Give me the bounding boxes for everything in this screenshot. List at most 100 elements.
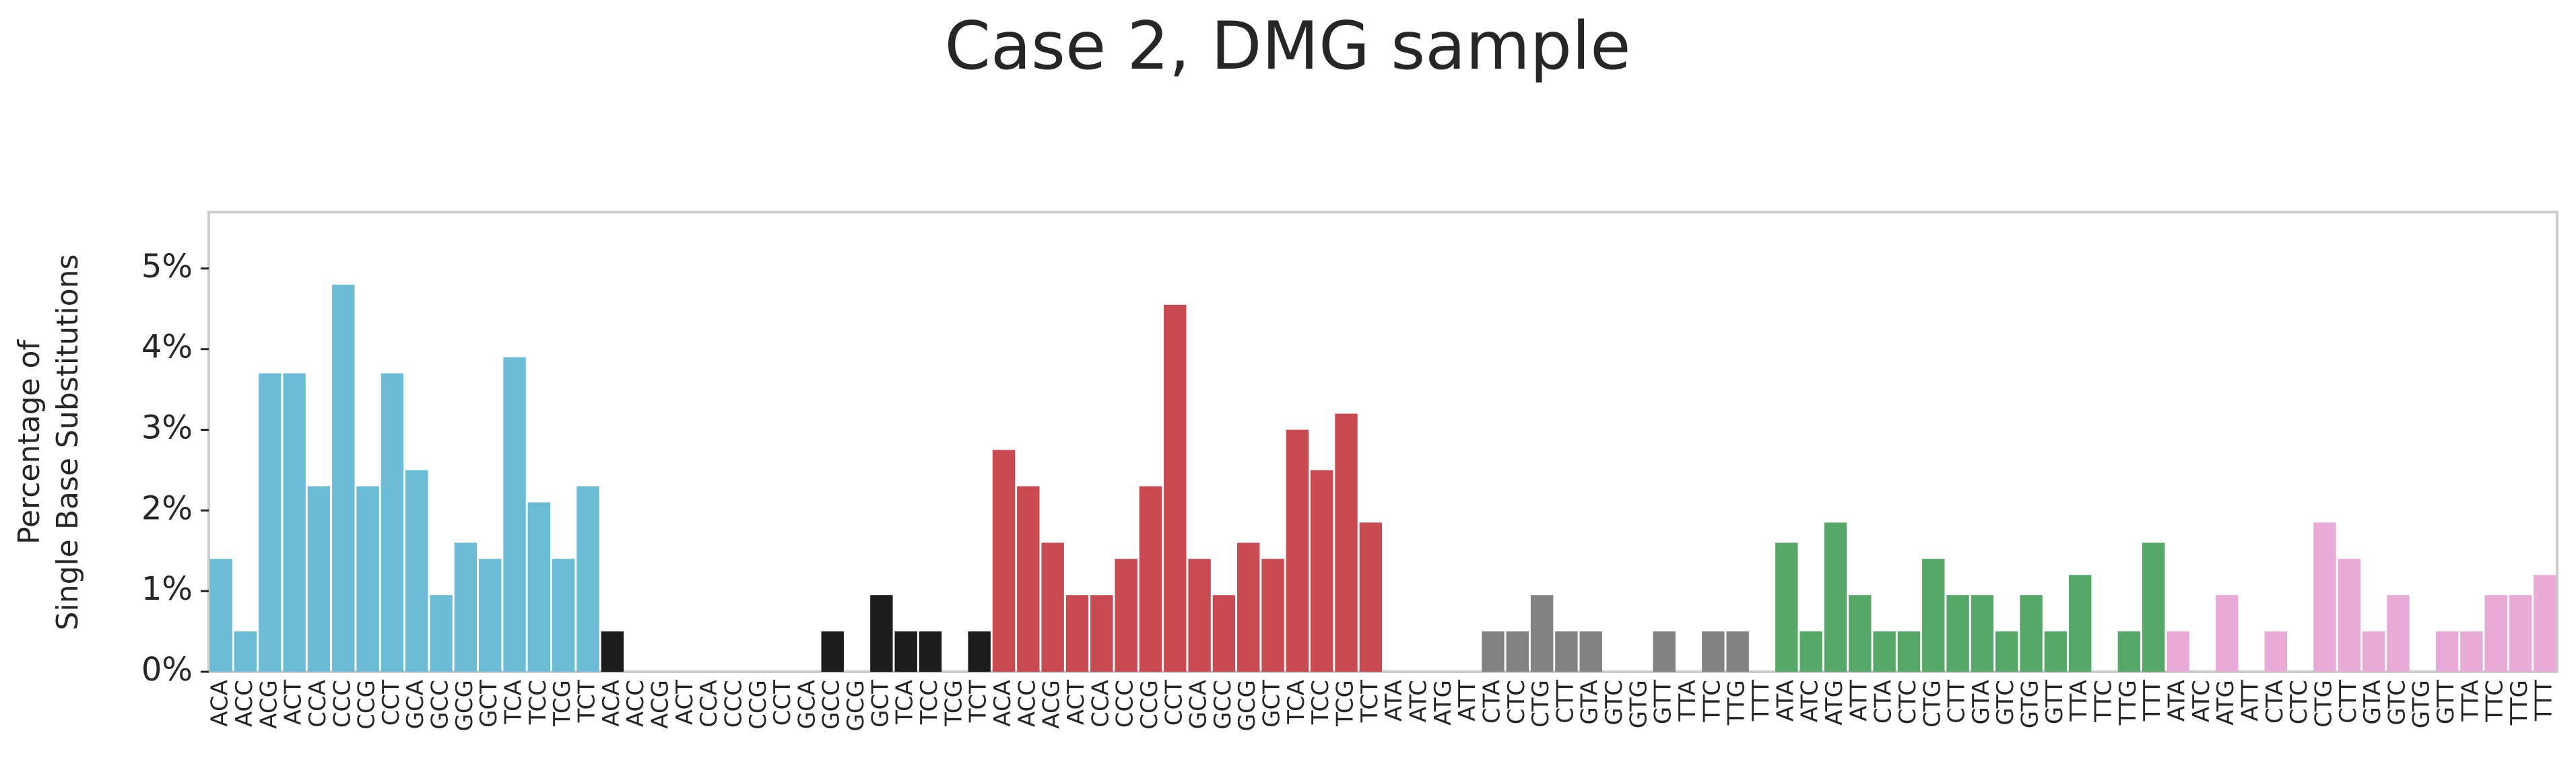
y-tick-label: 2% bbox=[141, 489, 193, 527]
x-tick-label: ACG bbox=[255, 680, 282, 729]
bar bbox=[1849, 595, 1872, 672]
x-tick-label: ATT bbox=[1454, 680, 1481, 722]
bar bbox=[1212, 595, 1236, 672]
bar bbox=[2509, 595, 2532, 672]
x-tick-label: CTG bbox=[1919, 680, 1946, 728]
bar bbox=[381, 373, 404, 672]
x-tick-label: GCC bbox=[818, 680, 845, 730]
bar bbox=[1824, 522, 1847, 672]
x-tick-label: ACT bbox=[1063, 680, 1090, 725]
bar bbox=[2313, 522, 2336, 672]
x-tick-label: CTT bbox=[1552, 680, 1579, 724]
x-tick-label: ATG bbox=[1821, 680, 1848, 726]
x-tick-label: ACA bbox=[598, 680, 625, 727]
x-tick-label: ACG bbox=[1038, 680, 1065, 729]
bar bbox=[430, 595, 453, 672]
x-tick-label: GTT bbox=[1650, 680, 1677, 724]
x-tick-label: CCA bbox=[1087, 680, 1114, 728]
y-axis-label: Percentage of bbox=[12, 339, 46, 545]
bar bbox=[1017, 486, 1040, 672]
x-tick-label: GCT bbox=[475, 680, 502, 728]
x-tick-label: TCA bbox=[500, 680, 527, 725]
bar bbox=[1971, 595, 1994, 672]
bar bbox=[992, 450, 1016, 672]
x-tick-label: CCT bbox=[769, 680, 796, 726]
bar bbox=[1237, 543, 1260, 672]
bar bbox=[1653, 631, 1676, 672]
bar bbox=[2020, 595, 2043, 672]
bar bbox=[2387, 595, 2410, 672]
x-tick-label: ACC bbox=[1014, 680, 1041, 727]
bar bbox=[1164, 304, 1187, 672]
x-tick-label: TTC bbox=[1698, 680, 1725, 723]
bar bbox=[2338, 559, 2360, 672]
bar bbox=[454, 543, 477, 672]
x-tick-label: TTA bbox=[1674, 680, 1701, 722]
y-tick-label: 5% bbox=[141, 248, 193, 285]
bar bbox=[1579, 631, 1602, 672]
x-tick-label: CCG bbox=[745, 680, 772, 730]
y-tick-label: 4% bbox=[141, 328, 193, 366]
x-tick-label: CTA bbox=[1870, 680, 1897, 724]
bar bbox=[1261, 559, 1284, 672]
x-tick-label: ATT bbox=[1845, 680, 1872, 722]
x-tick-label: GTA bbox=[1968, 680, 1995, 725]
x-tick-label: GCA bbox=[1185, 680, 1212, 729]
x-tick-label: CTT bbox=[1944, 680, 1971, 724]
x-tick-label: TCT bbox=[965, 680, 992, 724]
x-tick-label: TCA bbox=[892, 680, 919, 725]
bar bbox=[356, 486, 379, 672]
x-tick-label: GCC bbox=[427, 680, 454, 730]
bar bbox=[1359, 522, 1383, 672]
bar bbox=[1555, 631, 1578, 672]
x-tick-label: GCA bbox=[793, 680, 820, 729]
x-tick-label: CTT bbox=[2335, 680, 2362, 724]
bar bbox=[552, 559, 575, 672]
x-tick-label: ATG bbox=[1430, 680, 1457, 726]
x-tick-label: TTG bbox=[1723, 680, 1750, 726]
bar bbox=[2215, 595, 2239, 672]
bar bbox=[576, 486, 599, 672]
x-tick-label: GCG bbox=[843, 680, 869, 731]
x-tick-label: TCC bbox=[916, 680, 943, 725]
bar bbox=[2167, 631, 2189, 672]
x-tick-label: GCC bbox=[1210, 680, 1236, 730]
x-tick-label: CCA bbox=[696, 680, 723, 728]
bar bbox=[2142, 543, 2165, 672]
bar bbox=[1530, 595, 1554, 672]
x-tick-label: ACG bbox=[647, 680, 673, 729]
x-tick-label: ATC bbox=[2188, 680, 2215, 722]
x-tick-label: GTT bbox=[2041, 680, 2068, 724]
bar bbox=[2068, 575, 2092, 672]
x-tick-label: CCC bbox=[1112, 680, 1139, 728]
x-tick-label: CCT bbox=[378, 680, 405, 726]
x-tick-label: TTG bbox=[2115, 680, 2142, 726]
bar bbox=[259, 373, 282, 672]
x-tick-label: TCT bbox=[1356, 680, 1383, 724]
x-tick-label: GTG bbox=[1625, 680, 1652, 728]
x-tick-label: GTT bbox=[2433, 680, 2459, 724]
x-tick-label: TTA bbox=[2066, 680, 2092, 722]
x-tick-label: ATC bbox=[1797, 680, 1824, 722]
x-tick-label: GTG bbox=[2408, 680, 2435, 728]
x-tick-label: ACC bbox=[231, 680, 258, 727]
bar bbox=[2044, 631, 2068, 672]
bar bbox=[503, 357, 526, 672]
bar bbox=[2362, 631, 2385, 672]
x-tick-label: ACT bbox=[671, 680, 698, 725]
x-tick-label: TTC bbox=[2090, 680, 2117, 723]
x-tick-label: TCG bbox=[940, 680, 967, 727]
bar bbox=[2460, 631, 2483, 672]
x-tick-label: GTG bbox=[2017, 680, 2044, 728]
bar bbox=[1482, 631, 1505, 672]
x-tick-label: ATT bbox=[2237, 680, 2264, 722]
x-tick-label: TTT bbox=[1748, 680, 1775, 722]
x-tick-label: ACA bbox=[207, 680, 234, 727]
bar bbox=[1702, 631, 1725, 672]
bar bbox=[2534, 575, 2556, 672]
bar bbox=[1310, 470, 1333, 672]
bar bbox=[234, 631, 257, 672]
x-tick-label: GCG bbox=[451, 680, 478, 731]
x-tick-label: TCA bbox=[1283, 680, 1310, 725]
